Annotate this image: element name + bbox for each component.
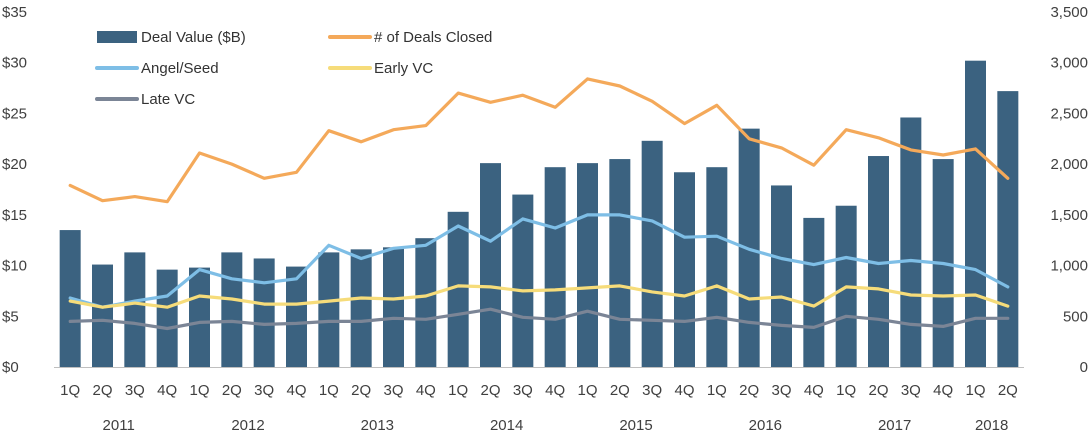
legend-label-early-vc: Early VC [374,60,433,77]
of-deals-closed-line [68,77,1010,204]
deal-value-bar [868,156,889,367]
deal-value-bar [156,269,178,367]
deal-value-bars [59,60,1019,367]
quarter-tick-label: 1Q [448,382,468,399]
quarter-tick-label: 4Q [157,382,177,399]
left-tick-label: $30 [2,55,27,72]
left-tick-label: $15 [2,207,27,224]
left-tick-label: $10 [2,258,27,275]
quarter-tick-label: 4Q [286,382,306,399]
left-tick-label: $0 [2,359,19,376]
quarter-tick-label: 2Q [222,382,242,399]
quarter-tick-label: 1Q [60,382,80,399]
deal-value-bar [900,117,922,367]
deal-value-bar [641,140,663,367]
late-vc-line [68,307,1010,331]
year-label: 2016 [749,417,782,434]
quarter-tick-label: 2Q [92,382,112,399]
quarter-tick-label: 1Q [319,382,339,399]
quarter-tick-label: 2Q [739,382,759,399]
deal-value-bar [221,252,243,367]
right-tick-label: 3,500 [1050,4,1088,21]
deal-value-bar [480,163,501,367]
legend-swatch-deal-value-b [97,31,137,43]
quarter-tick-label: 3Q [642,382,662,399]
year-label: 2014 [490,417,523,434]
year-label: 2017 [878,417,911,434]
right-tick-label: 500 [1063,308,1088,325]
right-tick-label: 1,500 [1050,207,1088,224]
deal-value-bar [253,258,275,367]
year-label: 2013 [361,417,394,434]
quarter-tick-label: 3Q [254,382,274,399]
deal-value-bar [447,211,469,367]
right-tick-label: 1,000 [1050,258,1088,275]
quarter-tick-label: 3Q [771,382,791,399]
left-tick-label: $20 [2,156,27,173]
quarter-tick-label: 1Q [189,382,209,399]
quarter-tick-label: 3Q [901,382,921,399]
left-tick-label: $35 [2,4,27,21]
quarter-tick-label: 3Q [513,382,533,399]
line-series [68,77,1010,331]
quarter-tick-label: 1Q [965,382,985,399]
year-label: 2015 [619,417,652,434]
deal-value-bar [189,267,210,367]
deal-value-bar [771,185,792,367]
deal-value-bar [318,252,340,367]
early-vc-line [68,284,1010,309]
right-tick-label: 3,000 [1050,55,1088,72]
deal-value-bar [415,238,437,367]
quarter-tick-labels: 1Q 2Q 3Q 4Q 1Q 2Q 3Q 4Q 1Q 2Q 3Q 4Q 1Q 2Q 3Q 4Q 1Q 2Q 3Q 4Q… [60,382,1018,399]
quarter-tick-label: 4Q [804,382,824,399]
angel-seed-line [68,213,1010,309]
year-label: 2011 [103,417,135,434]
quarter-tick-label: 3Q [383,382,403,399]
legend-label-deal-value-b: Deal Value ($B) [141,29,246,46]
deal-value-bar [383,247,404,367]
deal-value-bar [577,163,598,367]
legend-label-angel-seed: Angel/Seed [141,60,219,77]
left-tick-label: $5 [2,308,19,325]
quarter-tick-label: 2Q [868,382,888,399]
quarter-tick-label: 4Q [933,382,953,399]
deal-value-bar [286,266,307,367]
deal-value-bar [706,167,728,367]
right-axis-ticks: 0 500 1,000 1,500 2,000 2,500 3,000 3,500 [1050,4,1088,376]
right-tick-label: 0 [1080,359,1088,376]
quarter-tick-label: 4Q [416,382,436,399]
quarter-tick-label: 1Q [577,382,597,399]
legend-label-late-vc: Late VC [141,91,195,108]
left-axis-ticks: $0 $5 $10 $15 $20 $25 $30 $35 [2,4,27,376]
quarter-tick-label: 1Q [836,382,856,399]
quarter-tick-label: 1Q [707,382,727,399]
legend-label-of-deals-closed: # of Deals Closed [374,29,492,46]
deal-value-bar [512,194,534,367]
left-tick-label: $25 [2,105,27,122]
deal-value-bar [997,91,1019,367]
deal-value-bar [965,60,986,367]
quarter-tick-label: 3Q [125,382,145,399]
year-label: 2012 [231,417,264,434]
deal-value-bar [544,167,566,367]
year-labels: 2011 2012 2013 2014 2015 2016 2017 2018 [103,417,1009,434]
right-tick-label: 2,000 [1050,156,1088,173]
quarter-tick-label: 2Q [998,382,1018,399]
deal-value-bar [92,264,113,367]
quarter-tick-label: 4Q [545,382,565,399]
quarter-tick-label: 4Q [674,382,694,399]
quarter-tick-label: 2Q [351,382,371,399]
deal-value-bar [803,217,825,367]
deal-value-bar [674,172,695,367]
legend: Deal Value ($B) # of Deals Closed Angel/Se… [95,29,492,108]
right-tick-label: 2,500 [1050,105,1088,122]
year-label: 2018 [975,417,1008,434]
quarter-tick-label: 2Q [610,382,630,399]
deal-value-bar [350,249,372,367]
quarter-tick-label: 2Q [480,382,500,399]
deal-value-bar [124,252,146,367]
deal-value-bar [609,159,631,367]
